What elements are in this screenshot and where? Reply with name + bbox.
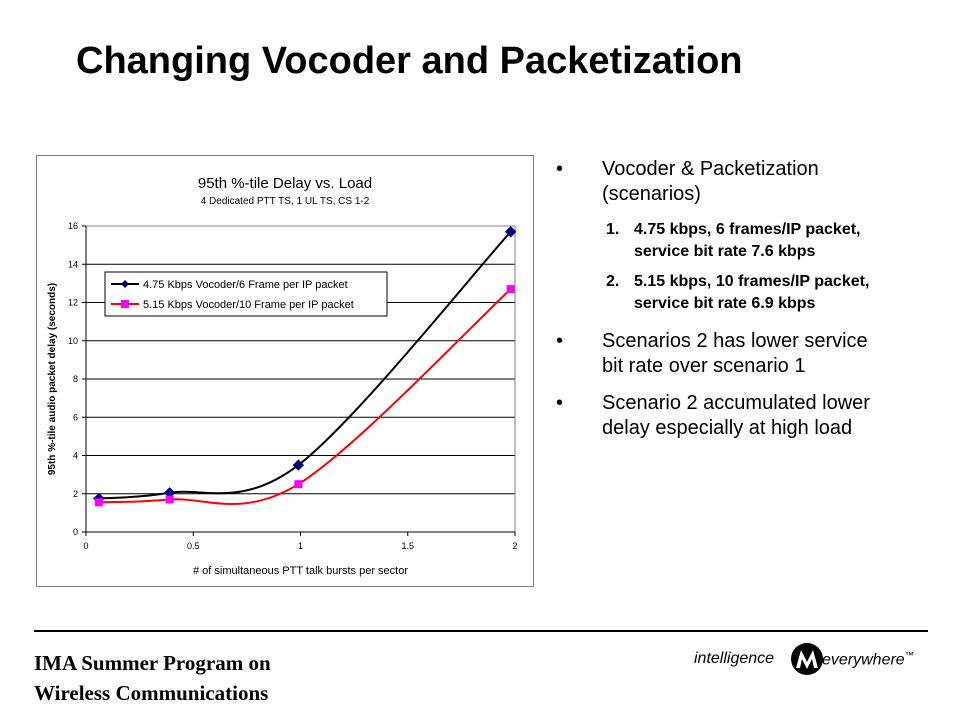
y-tick-label: 0 [73, 527, 78, 537]
y-axis-label: 95th %-tile audio packet delay (seconds) [47, 283, 58, 475]
legend-label: 4.75 Kbps Vocoder/6 Frame per IP packet [143, 279, 348, 291]
bullet-marker: • [556, 330, 564, 352]
motorola-logo-icon [791, 643, 823, 675]
x-tick-label: 0 [83, 541, 88, 551]
legend-marker [121, 280, 129, 288]
y-tick-label: 14 [68, 259, 78, 269]
scenario-list: 1. 4.75 kbps, 6 frames/IP packet, servic… [602, 219, 892, 315]
slide-title: Changing Vocoder and Packetization [76, 40, 743, 82]
series-line [98, 288, 512, 505]
data-point [506, 285, 515, 294]
data-point [165, 495, 174, 504]
scenario-item: 1. 4.75 kbps, 6 frames/IP packet, servic… [602, 219, 892, 263]
footer-line-1: IMA Summer Program on [34, 651, 271, 675]
y-tick-label: 12 [68, 298, 78, 308]
bullet-list: • Vocoder & Packetization (scenarios) 1.… [552, 157, 892, 453]
x-tick-label: 1.5 [401, 541, 414, 551]
bullet-item: • Vocoder & Packetization (scenarios) [552, 157, 892, 207]
data-point [505, 226, 517, 238]
footer-program: IMA Summer Program on Wireless Communica… [34, 648, 271, 708]
bullet-marker: • [556, 158, 564, 180]
bullet-text: Scenario 2 accumulated lower delay espec… [602, 392, 870, 439]
y-tick-label: 4 [73, 451, 78, 461]
y-tick-label: 2 [73, 489, 78, 499]
chart-area: 95th %-tile Delay vs. Load 4 Dedicated PT… [36, 155, 534, 587]
footer-line-2: Wireless Communications [34, 681, 269, 705]
brand-word-left: intelligence [694, 650, 775, 667]
scenario-number: 2. [606, 273, 620, 290]
bullet-item: • Scenarios 2 has lower service bit rate… [552, 329, 892, 379]
bullet-marker: • [556, 392, 564, 414]
series-line [98, 231, 512, 500]
legend-label: 5.15 Kbps Vocoder/10 Frame per IP packet [143, 299, 354, 311]
delay-vs-load-chart: 95th %-tile Delay vs. Load 4 Dedicated PT… [47, 175, 518, 577]
bullet-text: Vocoder & Packetization (scenarios) [602, 158, 819, 205]
legend-box [104, 271, 388, 317]
chart-subtitle: 4 Dedicated PTT TS, 1 UL TS, CS 1-2 [201, 196, 370, 207]
y-tick-label: 8 [73, 374, 78, 384]
x-tick-label: 0.5 [187, 541, 200, 551]
trademark-mark: ™ [904, 650, 914, 660]
scenario-text: 5.15 kbps, 10 frames/IP packet, service … [634, 273, 870, 312]
data-point [94, 498, 103, 507]
scenario-number: 1. [606, 221, 620, 238]
brand-word-right: everywhere™ [822, 650, 914, 669]
legend-marker [121, 300, 129, 308]
y-tick-label: 16 [68, 221, 78, 231]
bullet-item: • Scenario 2 accumulated lower delay esp… [552, 391, 892, 441]
x-axis-label: # of simultaneous PTT talk bursts per se… [193, 565, 408, 577]
x-tick-label: 2 [512, 541, 517, 551]
scenario-item: 2. 5.15 kbps, 10 frames/IP packet, servi… [602, 271, 892, 315]
x-tick-label: 1 [298, 541, 303, 551]
footer-divider [34, 630, 928, 632]
scenario-text: 4.75 kbps, 6 frames/IP packet, service b… [634, 221, 861, 260]
y-tick-label: 10 [68, 336, 78, 346]
data-point [294, 480, 303, 489]
data-point [292, 459, 305, 471]
y-tick-label: 6 [73, 412, 78, 422]
chart-title: 95th %-tile Delay vs. Load [198, 175, 372, 192]
bullet-text: Scenarios 2 has lower service bit rate o… [602, 330, 868, 377]
